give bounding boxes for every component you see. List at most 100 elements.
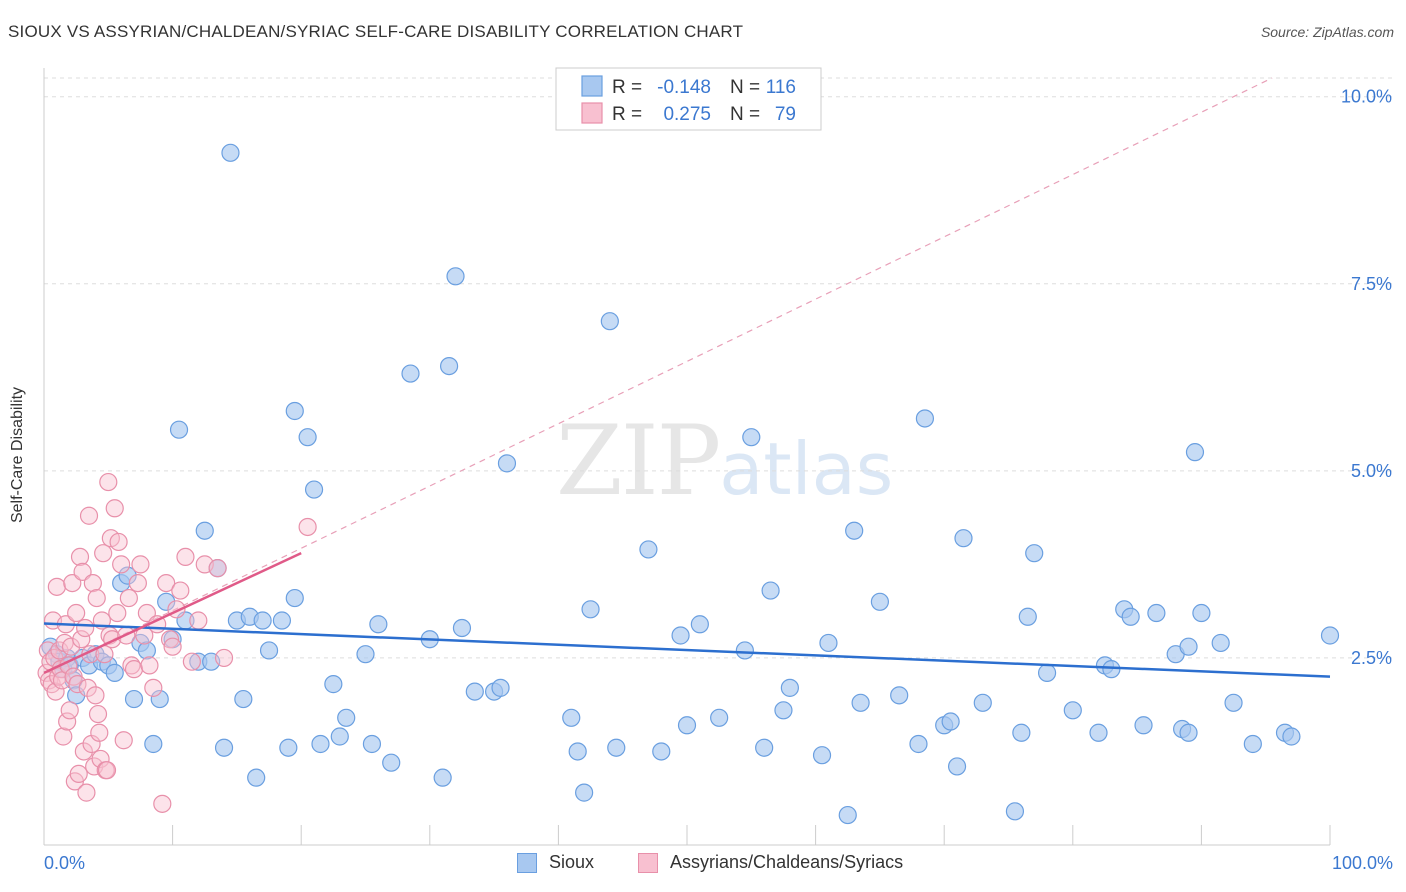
assyrian-point: [189, 611, 208, 630]
assyrian-point: [131, 555, 150, 574]
legend-swatch-assyrians: [638, 852, 659, 873]
assyrian-point: [171, 581, 190, 600]
assyrian-point: [70, 547, 90, 567]
sioux-point: [909, 734, 928, 754]
sioux-point: [947, 757, 967, 776]
assyrian-point: [68, 675, 87, 694]
assyrian-point: [137, 603, 156, 623]
top-legend-r-value: 0.275: [663, 104, 711, 125]
sioux-point: [780, 678, 799, 697]
assyrian-point: [160, 630, 180, 649]
assyrian-trend-line: [43, 552, 302, 675]
sioux-point: [690, 615, 709, 634]
sioux-point: [1134, 716, 1153, 735]
legend-swatch-sioux: [517, 852, 537, 873]
sioux-point: [1179, 723, 1198, 742]
sioux-point: [870, 592, 890, 611]
sioux-point: [401, 364, 420, 383]
assyrian-point: [69, 764, 88, 784]
sioux-point: [562, 708, 581, 727]
assyrian-point: [97, 761, 117, 780]
sioux-point: [568, 742, 587, 761]
sioux-point: [710, 708, 729, 727]
sioux-point: [755, 738, 774, 757]
assyrian-point: [109, 532, 128, 552]
sioux-point: [279, 738, 298, 757]
top-legend-n-value: 116: [766, 77, 796, 98]
sioux-point: [575, 783, 594, 802]
assyrian-point: [78, 678, 97, 697]
top-legend-n-value: 79: [775, 104, 796, 125]
sioux-point: [838, 805, 857, 825]
sioux-point: [362, 734, 382, 754]
sioux-point: [439, 356, 459, 376]
legend-item-assyrians: Assyrians/Chaldeans/Syriacs: [638, 852, 903, 873]
watermark-zip: ZIP: [556, 405, 721, 517]
sioux-point: [369, 615, 388, 634]
assyrian-point: [144, 678, 163, 697]
assyrian-point: [157, 573, 176, 593]
sioux-point: [214, 738, 234, 757]
assyrian-point: [60, 701, 79, 720]
top-legend-n-label: N =: [730, 77, 760, 98]
assyrian-point: [77, 783, 96, 802]
chart-title: SIOUX VS ASSYRIAN/CHALDEAN/SYRIAC SELF-C…: [8, 22, 744, 41]
assyrian-point: [163, 637, 182, 656]
sioux-point: [742, 428, 761, 447]
sioux-point: [1121, 607, 1140, 626]
sioux-point: [1025, 544, 1044, 563]
sioux-point: [324, 675, 343, 694]
sioux-point: [124, 689, 144, 709]
sioux-point: [195, 521, 214, 540]
sioux-point: [285, 588, 304, 608]
sioux-point: [446, 267, 465, 286]
sioux-point: [150, 689, 169, 709]
sioux-point: [330, 727, 349, 746]
top-legend-swatch: [581, 75, 603, 97]
sioux-point: [311, 734, 330, 754]
sioux-point: [1063, 701, 1082, 720]
assyrian-point: [88, 704, 108, 724]
top-legend-r-label: R =: [612, 104, 642, 125]
sioux-point: [169, 420, 189, 439]
assyrian-point: [112, 555, 131, 574]
assyrian-point: [94, 544, 113, 563]
sioux-point: [581, 600, 600, 619]
sioux-point: [954, 529, 973, 548]
assyrian-point: [47, 577, 66, 596]
sioux-point: [234, 689, 253, 709]
legend-label-sioux: Sioux: [549, 852, 595, 872]
x-tick-label-min: 0.0%: [44, 853, 85, 873]
sioux-point: [1282, 727, 1301, 746]
sioux-point: [774, 701, 793, 720]
sioux-point: [1018, 607, 1037, 626]
assyrian-point: [91, 749, 110, 769]
assyrian-point: [74, 742, 93, 761]
sioux-point: [433, 768, 452, 787]
sioux-point: [491, 678, 510, 697]
sioux-point: [1147, 603, 1166, 623]
assyrian-trend-extended: [43, 77, 1273, 674]
sioux-point: [671, 626, 690, 645]
sioux-point: [137, 641, 156, 660]
y-tick-label: 10.0%: [1341, 87, 1392, 107]
top-legend-n-label: N =: [730, 104, 760, 125]
sioux-point: [105, 663, 124, 682]
y-tick-label: 5.0%: [1351, 461, 1392, 481]
sioux-point: [761, 581, 780, 600]
sioux-point: [812, 746, 832, 765]
sioux-point: [1320, 626, 1340, 645]
assyrian-point: [298, 517, 317, 537]
assyrian-point: [214, 648, 234, 668]
sioux-point: [1102, 660, 1121, 679]
sioux-point: [285, 401, 304, 421]
sioux-point: [465, 682, 484, 701]
sioux-point: [382, 753, 401, 772]
sioux-point: [607, 738, 626, 757]
assyrian-point: [90, 723, 109, 742]
assyrian-point: [61, 637, 81, 656]
assyrian-point: [128, 573, 147, 593]
sioux-point: [890, 686, 909, 705]
sioux-point: [259, 641, 279, 660]
sioux-point: [851, 693, 870, 712]
